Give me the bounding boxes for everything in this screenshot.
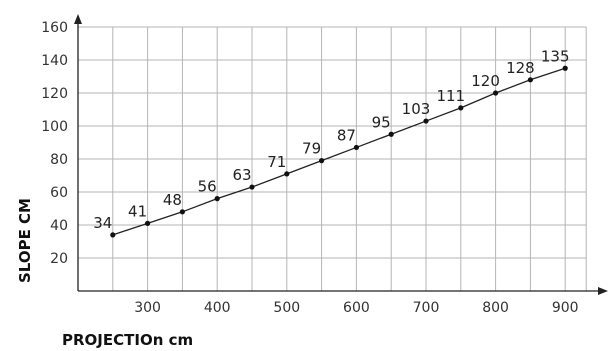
data-point	[110, 232, 116, 238]
data-label: 63	[232, 166, 251, 184]
x-tick-label: 600	[343, 300, 370, 316]
data-label: 34	[93, 214, 112, 232]
data-labels: 34 41 48 56 63 71 79 87 95 103 111 120 128 135	[93, 47, 569, 232]
series-line	[112, 67, 566, 236]
data-point	[145, 220, 151, 226]
data-label: 48	[163, 191, 182, 209]
data-label: 71	[267, 153, 286, 171]
x-tick-label: 500	[273, 300, 300, 316]
data-point	[249, 184, 255, 190]
data-point	[284, 171, 290, 177]
data-label: 120	[471, 72, 500, 90]
x-tick-label: 300	[134, 300, 161, 316]
data-point	[179, 209, 185, 215]
data-label: 111	[436, 87, 465, 105]
data-point	[423, 118, 429, 124]
x-tick-label: 700	[413, 300, 440, 316]
data-label: 135	[541, 47, 570, 65]
y-tick-label: 120	[41, 86, 68, 102]
data-label: 103	[402, 100, 431, 118]
x-tick-label: 900	[552, 300, 579, 316]
data-label: 95	[372, 113, 391, 131]
tick-labels: 300 400 500 600 700 800 900 20 40 60 80 100 120 140 16…	[41, 20, 578, 316]
x-tick-label: 400	[204, 300, 231, 316]
y-tick-label: 20	[50, 251, 68, 267]
y-axis-arrow-icon	[74, 14, 82, 24]
data-point	[562, 65, 568, 71]
y-axis-title: SLOPE CM	[16, 198, 34, 283]
y-tick-label: 60	[50, 185, 68, 201]
data-label: 128	[506, 59, 535, 77]
axes	[74, 14, 608, 295]
y-tick-label: 100	[41, 119, 68, 135]
data-label: 79	[302, 140, 321, 158]
y-tick-label: 140	[41, 53, 68, 69]
data-point	[319, 158, 325, 164]
data-label: 87	[337, 126, 356, 144]
data-point	[527, 77, 534, 83]
data-point	[388, 131, 394, 137]
x-axis-arrow-icon	[598, 287, 608, 295]
data-series	[110, 65, 568, 238]
data-label: 56	[198, 178, 217, 196]
data-label: 41	[128, 202, 147, 220]
data-point	[493, 90, 499, 96]
y-tick-label: 40	[50, 218, 68, 234]
x-tick-label: 800	[482, 300, 509, 316]
grid	[78, 26, 587, 291]
x-axis-title: PROJECTIOn cm	[62, 331, 193, 349]
y-tick-label: 160	[41, 20, 68, 36]
data-point	[214, 196, 220, 202]
data-point	[353, 144, 359, 151]
data-point	[458, 105, 464, 111]
y-tick-label: 80	[50, 152, 68, 168]
